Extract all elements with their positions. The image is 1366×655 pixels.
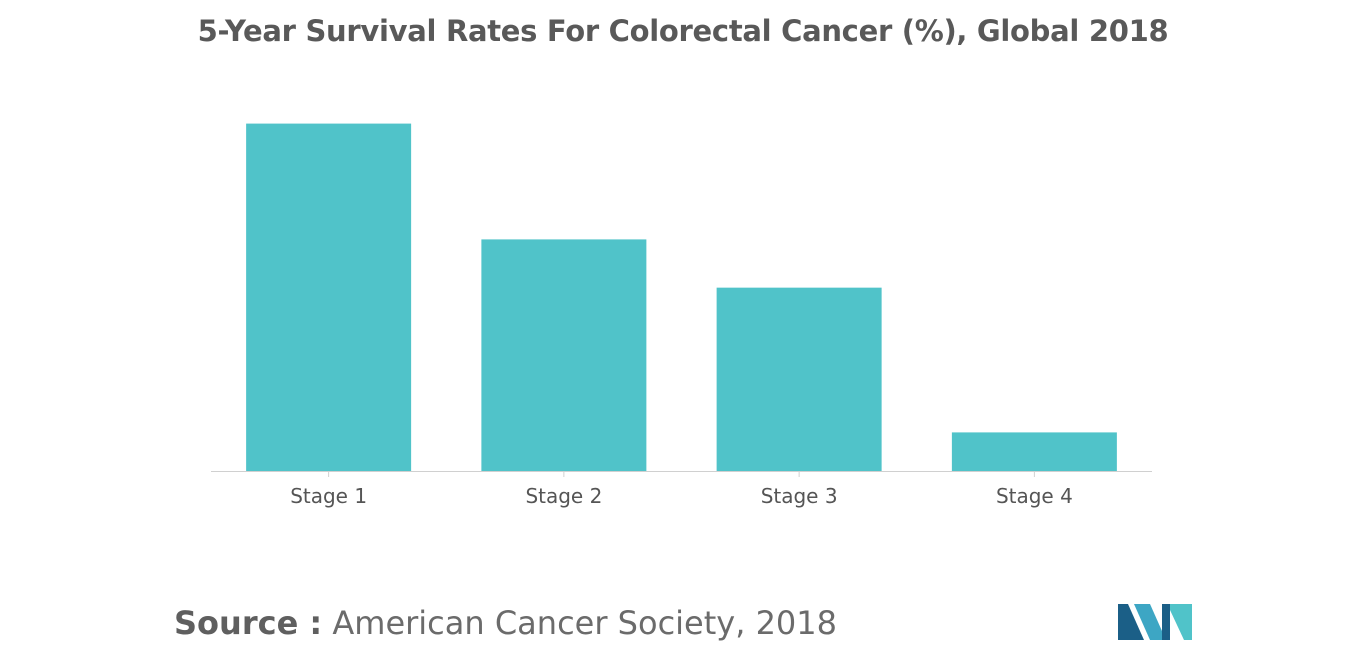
logo-shape-left: [1118, 604, 1144, 640]
logo-shape-mid-bar: [1162, 604, 1170, 640]
x-tick-label: Stage 1: [290, 484, 367, 508]
x-tick-labels-group: Stage 1 Stage 2 Stage 3 Stage 4: [290, 484, 1073, 508]
x-tick-label: Stage 4: [996, 484, 1073, 508]
bar-stage-1: [246, 123, 412, 471]
x-ticks-group: [328, 471, 1035, 477]
company-logo: [1118, 604, 1192, 640]
logo-shape-middle: [1134, 604, 1166, 640]
bars-group: [246, 123, 1117, 471]
bar-stage-2: [481, 239, 647, 471]
x-tick-label: Stage 3: [761, 484, 838, 508]
source-label: Source :: [174, 604, 323, 642]
chart-title: 5-Year Survival Rates For Colorectal Can…: [197, 14, 1169, 48]
source-note: Source : American Cancer Society, 2018: [174, 604, 837, 642]
bar-stage-4: [951, 432, 1117, 471]
logo-shape-right: [1170, 604, 1192, 640]
source-text: American Cancer Society, 2018: [332, 604, 837, 642]
bar-stage-3: [716, 287, 882, 471]
x-tick-label: Stage 2: [525, 484, 602, 508]
